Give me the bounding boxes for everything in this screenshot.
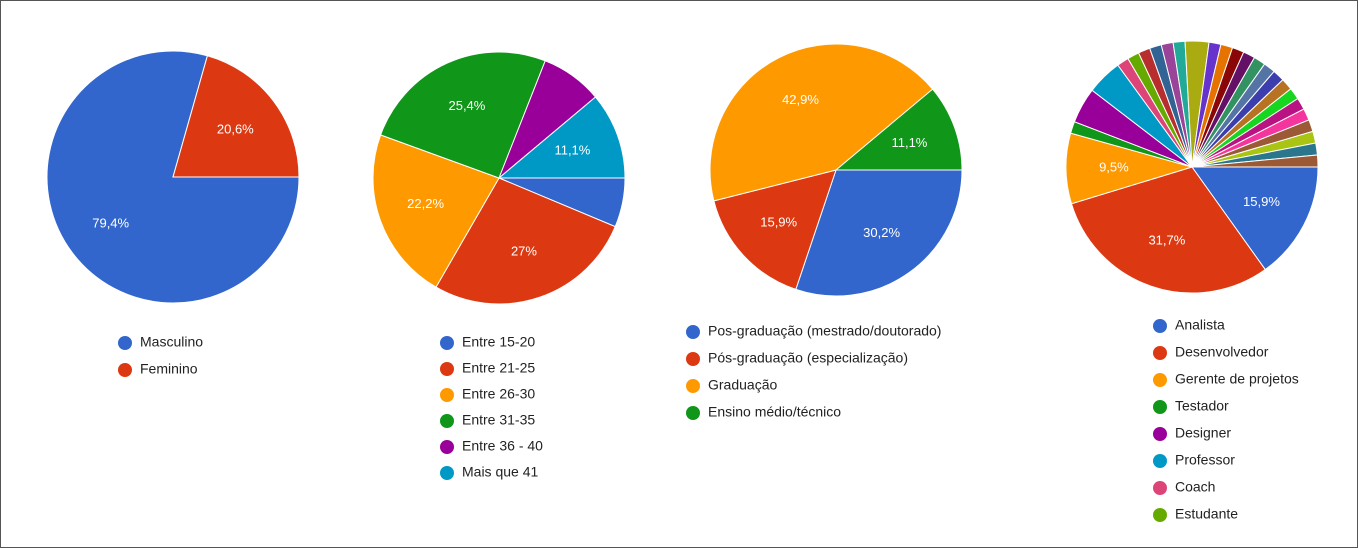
slice-label: 22,2% — [407, 196, 444, 211]
legend-swatch — [440, 362, 454, 376]
legend-swatch — [1153, 481, 1167, 495]
legend-swatch — [118, 336, 132, 350]
slice-label: 15,9% — [1243, 194, 1280, 209]
pie-slice — [379, 51, 546, 179]
pie-slice — [435, 177, 616, 305]
legend-label: Feminino — [140, 361, 198, 377]
legend-label: Ensino médio/técnico — [708, 404, 841, 420]
legend-label: Analista — [1175, 317, 1225, 333]
legend-swatch — [686, 406, 700, 420]
legend-swatch — [686, 379, 700, 393]
pie-slice — [1191, 154, 1319, 168]
slice-label: 11,1% — [554, 143, 590, 158]
legend-swatch — [118, 363, 132, 377]
slice-label: 20,6% — [217, 121, 254, 136]
legend-label: Estudante — [1175, 506, 1238, 522]
legend-swatch — [440, 336, 454, 350]
slice-label: 42,9% — [782, 92, 819, 107]
legend-swatch — [440, 440, 454, 454]
pie-slice — [497, 96, 626, 179]
pie-slice — [1070, 166, 1266, 294]
legend-swatch — [440, 388, 454, 402]
legend-label: Designer — [1175, 425, 1231, 441]
legend-label: Testador — [1175, 398, 1229, 414]
legend-label: Gerente de projetos — [1175, 371, 1299, 387]
slice-label: 15,9% — [760, 215, 797, 230]
pie-slice — [713, 169, 837, 291]
slice-label: 25,4% — [448, 98, 485, 113]
pie-slice — [709, 43, 934, 202]
legend-swatch — [440, 466, 454, 480]
legend-swatch — [1153, 508, 1167, 522]
slice-label: 30,2% — [863, 225, 900, 240]
pie-slice — [795, 169, 963, 297]
legend-label: Entre 26-30 — [462, 386, 535, 402]
pie-slice — [834, 88, 963, 171]
legend-swatch — [1153, 427, 1167, 441]
pie-slice — [372, 134, 500, 288]
slice-label: 11,1% — [891, 135, 927, 150]
slice-label: 79,4% — [92, 216, 129, 231]
legend-swatch — [1153, 346, 1167, 360]
slice-label: 27% — [511, 243, 537, 258]
legend-label: Mais que 41 — [462, 464, 538, 480]
legend-swatch — [1153, 400, 1167, 414]
legend-label: Pos-graduação (mestrado/doutorado) — [708, 323, 941, 339]
legend-swatch — [686, 325, 700, 339]
legend-label: Entre 21-25 — [462, 360, 535, 376]
slice-label: 9,5% — [1099, 159, 1129, 174]
legend-label: Coach — [1175, 479, 1215, 495]
legend-label: Pós-graduação (especialização) — [708, 350, 908, 366]
legend-label: Masculino — [140, 334, 203, 350]
legend-label: Graduação — [708, 377, 777, 393]
legend-label: Desenvolvedor — [1175, 344, 1269, 360]
legend-label: Professor — [1175, 452, 1235, 468]
legend-swatch — [1153, 454, 1167, 468]
legend-swatch — [686, 352, 700, 366]
legend-label: Entre 31-35 — [462, 412, 535, 428]
legend-label: Entre 36 - 40 — [462, 438, 543, 454]
legend-swatch — [440, 414, 454, 428]
pie-slice — [1191, 166, 1319, 271]
legend-swatch — [1153, 373, 1167, 387]
legend-swatch — [1153, 319, 1167, 333]
legend-label: Entre 15-20 — [462, 334, 535, 350]
slice-label: 31,7% — [1148, 232, 1185, 247]
pie-slice — [172, 55, 300, 178]
